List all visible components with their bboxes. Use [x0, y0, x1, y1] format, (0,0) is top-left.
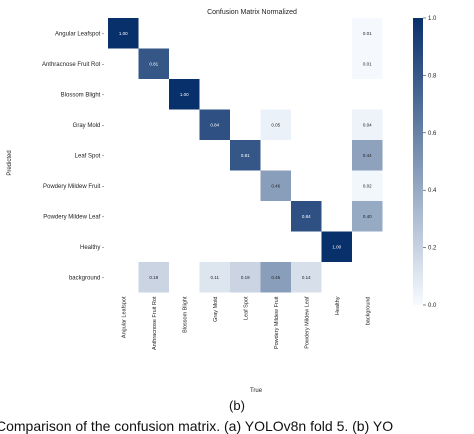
cell-value-label: 0.40 [363, 214, 372, 219]
x-tick-label: Angular Leafspot [121, 296, 127, 338]
cell-value-label: 0.02 [363, 183, 372, 188]
cell-value-label: 0.81 [149, 61, 158, 66]
x-tick-label: Gray Mold [213, 297, 219, 322]
cell-value-label: 0.11 [211, 275, 220, 280]
figure-caption: Comparison of the confusion matrix. (a) … [0, 418, 394, 434]
heatmap-cell [260, 170, 291, 201]
cell-value-label: 0.84 [210, 122, 219, 127]
cell-value-label: 0.05 [271, 122, 280, 127]
cell-value-label: 0.44 [363, 153, 372, 158]
heatmap-cell [352, 18, 383, 49]
heatmap-cell [352, 170, 383, 201]
x-tick-label: Healthy [335, 296, 341, 315]
chart-title: Confusion Matrix Normalized [207, 9, 297, 16]
y-tick-label: Blossom Blight - [61, 92, 104, 98]
cell-value-label: 0.01 [363, 61, 372, 66]
colorbar-tick-label: 0.6 [428, 131, 437, 137]
colorbar-tick-label: 0.0 [428, 303, 437, 309]
cell-value-label: 0.46 [271, 275, 280, 280]
heatmap-cell [199, 109, 230, 140]
heatmap-cell [230, 140, 261, 171]
y-tick-label: background - [69, 275, 104, 281]
cell-value-label: 1.00 [180, 92, 189, 97]
x-tick-labels: Angular Leafspot Anthracnose Fruit Rot Blo… [121, 296, 371, 350]
colorbar: 0.0 0.2 0.4 0.6 0.8 1.0 [413, 16, 437, 309]
y-tick-label: Powdery Mildew Fruit - [43, 184, 104, 190]
heatmap-cell [260, 262, 291, 293]
cell-value-label: 0.04 [363, 122, 372, 127]
y-tick-label: Angular Leafspot - [55, 31, 104, 37]
colorbar-tick-label: 0.4 [428, 188, 437, 194]
x-axis-label: True [250, 388, 263, 394]
y-tick-label: Healthy - [80, 245, 104, 251]
heatmap-grid: 1.00 0.01 0.81 0.01 1.00 0.84 0.05 0.04 0.81 0.44… [108, 18, 383, 293]
y-tick-label: Gray Mold - [73, 123, 104, 129]
heatmap-cell [291, 201, 322, 232]
cell-value-label: 0.14 [302, 275, 311, 280]
heatmap-cell [138, 48, 169, 79]
heatmap-cell [352, 201, 383, 232]
heatmap-cell [321, 231, 352, 262]
cell-value-label: 0.46 [271, 183, 280, 188]
x-tick-label: background [365, 297, 371, 326]
colorbar-tick-label: 1.0 [428, 16, 437, 22]
y-tick-label: Powdery Mildew Leaf - [43, 214, 104, 220]
cell-value-label: 1.00 [332, 244, 341, 249]
y-tick-label: Leaf Spot - [75, 153, 104, 159]
cell-value-label: 0.84 [302, 214, 311, 219]
figure-label: (b) [229, 398, 245, 413]
x-tick-label: Blossom Blight [182, 296, 188, 333]
x-tick-label: Leaf Spot [243, 296, 249, 320]
y-axis-label: Predicted [7, 150, 13, 175]
x-tick-label: Powdery Mildew Fruit [274, 296, 280, 349]
cell-value-label: 0.19 [149, 275, 158, 280]
y-tick-labels: Angular Leafspot - Anthracnose Fruit Rot … [42, 31, 104, 281]
y-tick-label: Anthracnose Fruit Rot - [42, 62, 104, 68]
heatmap-cell [291, 262, 322, 293]
x-tick-label: Powdery Mildew Leaf [304, 296, 310, 349]
colorbar-bar [413, 18, 423, 305]
heatmap-cell [352, 140, 383, 171]
heatmap-cell [199, 262, 230, 293]
colorbar-tick-label: 0.2 [428, 246, 437, 252]
heatmap-cell [169, 79, 200, 110]
heatmap-cell [138, 262, 169, 293]
colorbar-tick-label: 0.8 [428, 73, 437, 79]
cell-value-label: 0.81 [241, 153, 250, 158]
heatmap-cell [352, 109, 383, 140]
heatmap-cell [352, 48, 383, 79]
heatmap-cell [108, 18, 139, 49]
x-tick-label: Anthracnose Fruit Rot [152, 296, 158, 350]
heatmap-cell [260, 109, 291, 140]
cell-value-label: 0.01 [363, 31, 372, 36]
heatmap-cell [230, 262, 261, 293]
cell-value-label: 0.19 [241, 275, 250, 280]
cell-value-label: 1.00 [119, 31, 128, 36]
